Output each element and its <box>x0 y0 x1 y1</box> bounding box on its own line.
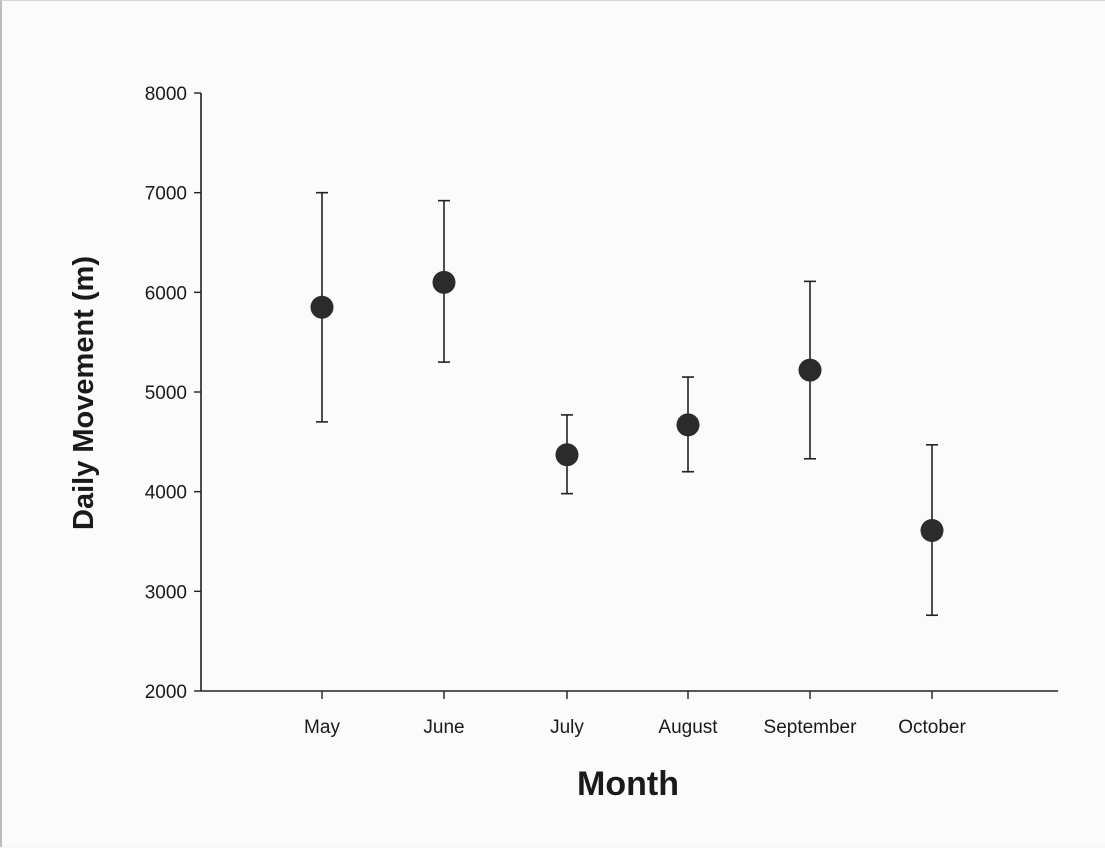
error-bars <box>316 191 938 617</box>
y-axis-title: Daily Movement (m) <box>68 256 100 530</box>
data-points <box>310 270 944 543</box>
x-tick-label: May <box>304 717 340 738</box>
data-point <box>676 413 700 437</box>
x-axis-title: Month <box>577 765 679 803</box>
y-tick-label: 8000 <box>145 84 187 105</box>
axes <box>200 93 1058 692</box>
data-point <box>920 519 944 543</box>
y-tick-label: 5000 <box>145 383 187 404</box>
y-tick-label: 7000 <box>145 184 187 205</box>
x-tick-label: September <box>764 717 858 738</box>
x-tick-label: June <box>423 717 464 738</box>
y-ticks: 2000 3000 4000 5000 6000 7000 8000 <box>145 84 201 703</box>
y-tick-label: 6000 <box>145 283 187 304</box>
x-tick-label: August <box>658 717 718 738</box>
data-point <box>310 295 334 319</box>
x-ticks: May June July August September October <box>304 691 966 738</box>
data-point <box>798 358 822 382</box>
y-tick-label: 4000 <box>145 483 187 504</box>
data-point <box>555 443 579 467</box>
x-tick-label: October <box>898 717 966 738</box>
y-tick-label: 3000 <box>145 582 187 603</box>
x-tick-label: July <box>550 717 584 738</box>
y-tick-label: 2000 <box>145 682 187 703</box>
data-point <box>432 270 456 294</box>
